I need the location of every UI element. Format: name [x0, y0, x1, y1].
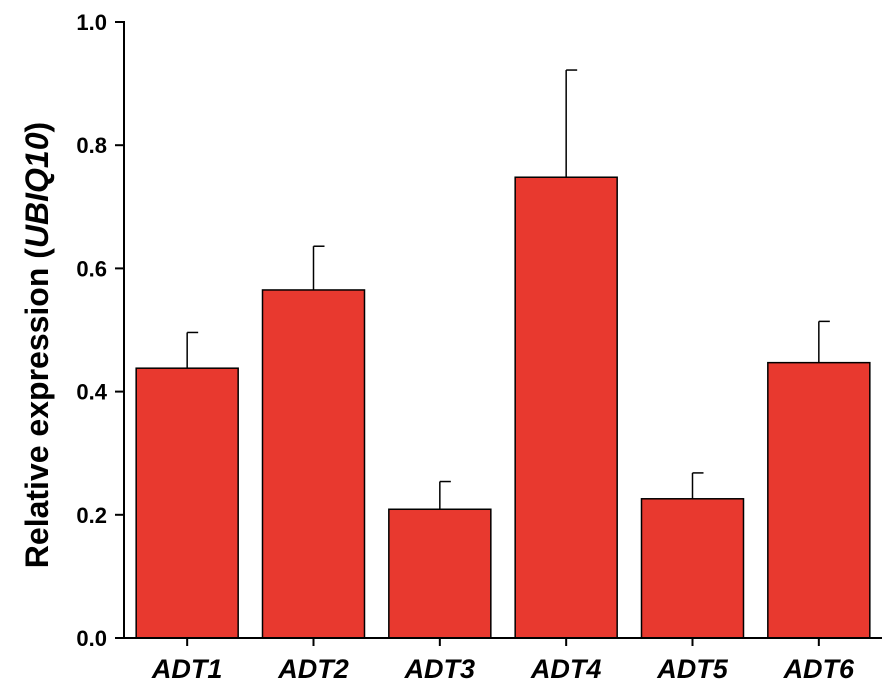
bar-adt3 — [388, 508, 492, 639]
y-tick-label-0-6: 0.6 — [76, 256, 107, 281]
bar-adt5 — [640, 498, 745, 639]
y-tick-label-0-4: 0.4 — [76, 380, 107, 405]
y-ticks-layer: 0.0 0.2 0.4 0.6 0.8 1.0 — [76, 10, 124, 651]
y-axis-title-suffix: ) — [19, 122, 55, 133]
bars-layer — [135, 176, 871, 639]
bar-adt6 — [767, 361, 871, 639]
axes-layer — [123, 21, 882, 639]
x-tick-label-adt6: ADT6 — [783, 654, 855, 684]
y-tick-label-0-0: 0.0 — [76, 626, 107, 651]
y-tick-label-1-0: 1.0 — [76, 10, 107, 35]
x-ticks-layer: ADT1 ADT2 ADT3 ADT4 ADT5 ADT6 — [151, 638, 855, 684]
bar-adt2 — [261, 289, 366, 639]
x-tick-label-adt5: ADT5 — [656, 654, 728, 684]
error-bars-layer — [186, 69, 830, 510]
y-axis-title-prefix: Relative expression ( — [19, 248, 55, 568]
x-tick-label-adt1: ADT1 — [151, 654, 223, 684]
bar-adt1 — [135, 367, 239, 639]
y-tick-label-0-2: 0.2 — [76, 503, 107, 528]
y-axis-title-gene: UBIQ10 — [19, 132, 55, 248]
x-tick-label-adt3: ADT3 — [404, 654, 476, 684]
bar-adt4 — [514, 176, 618, 639]
x-tick-label-adt4: ADT4 — [530, 654, 602, 684]
y-axis-title: Relative expression (UBIQ10) — [19, 122, 55, 568]
y-tick-label-0-8: 0.8 — [76, 133, 107, 158]
x-tick-label-adt2: ADT2 — [277, 654, 349, 684]
